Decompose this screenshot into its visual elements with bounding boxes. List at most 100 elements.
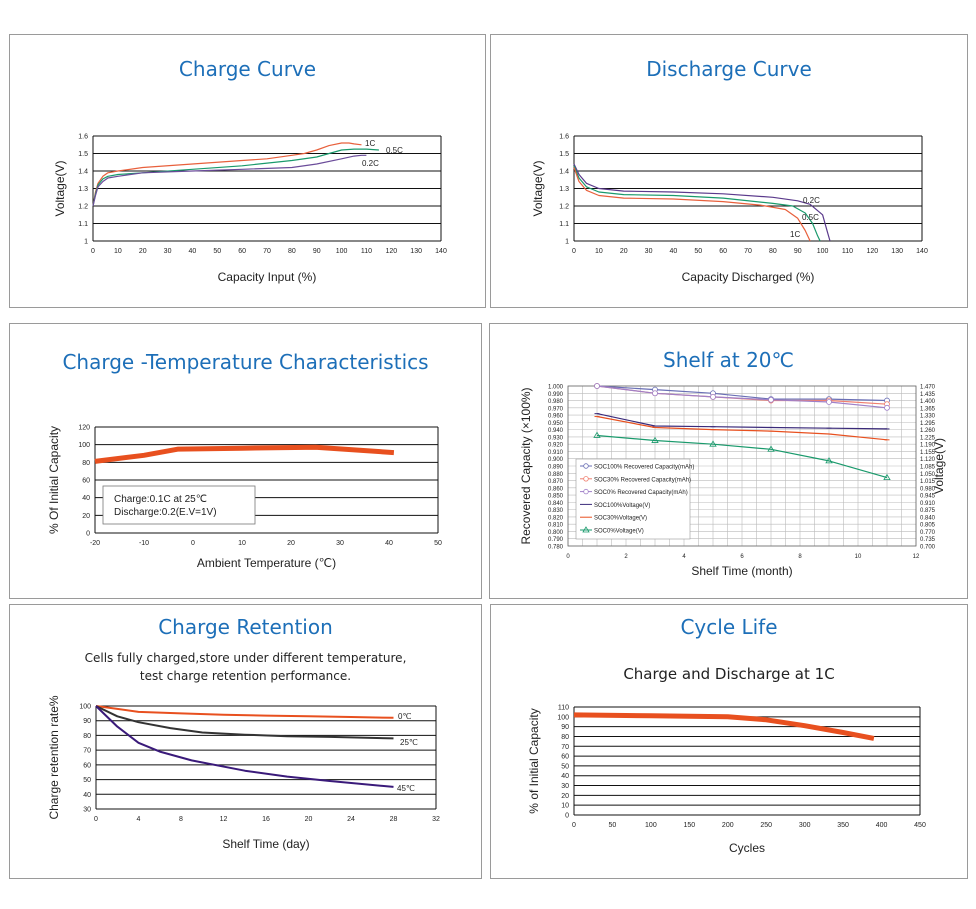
x-tick-label: 6	[740, 554, 744, 560]
x-axis-label: Capacity Input (%)	[218, 270, 317, 284]
y-tick-label: 1.6	[559, 134, 569, 141]
x-tick-label: 90	[313, 248, 321, 255]
x-tick-label: 40	[385, 540, 393, 547]
y-tick-label: 1.1	[559, 221, 569, 228]
cycle-panel: Cycle Life Charge and Discharge at 1C	[490, 604, 968, 879]
x-tick-label: 80	[288, 248, 296, 255]
plot-frame	[567, 385, 917, 547]
y-tick-label: 0.860	[548, 486, 564, 492]
series-line-1	[95, 705, 394, 740]
series-line-2	[573, 167, 811, 242]
y-tick-label: 0.780	[548, 545, 564, 551]
series-line-1	[92, 148, 379, 207]
y-tick-label: 100	[557, 714, 569, 721]
y-tick-label: 0.950	[548, 421, 564, 427]
y-tick-label: 40	[83, 792, 91, 799]
series-line-0	[596, 385, 888, 402]
x-tick-label: 50	[213, 248, 221, 255]
series-line-0	[92, 142, 362, 207]
data-point	[883, 473, 891, 481]
retention-note: Cells fully charged,store under differen…	[10, 649, 481, 685]
y-tick-label: 40	[82, 495, 90, 502]
x-tick-label: 110	[842, 248, 853, 255]
y-tick-label: 0.810	[548, 523, 564, 529]
x-tick-label: 0	[566, 554, 570, 560]
y-tick-label: 60	[82, 478, 90, 485]
retention-panel: Charge Retention Cells fully charged,sto…	[9, 604, 482, 879]
y-tick-label: 30	[561, 783, 569, 790]
y-tick-label: 1.1	[78, 221, 88, 228]
y-tick-label: 100	[79, 704, 91, 711]
y2-tick-label: 0.980	[920, 486, 936, 492]
x-tick-label: 30	[336, 540, 344, 547]
y2-tick-label: 0.875	[920, 508, 936, 514]
y-tick-label: 80	[82, 460, 90, 467]
x-tick-label: 20	[139, 248, 147, 255]
data-point	[768, 396, 774, 403]
y2-tick-label: 1.470	[920, 385, 936, 391]
series-annotation: 0℃	[398, 712, 411, 721]
shelf-panel: Shelf at 20℃	[489, 323, 968, 599]
data-point	[652, 390, 658, 397]
x-tick-label: 70	[744, 248, 752, 255]
y-tick-label: 80	[83, 733, 91, 740]
y-tick-label: 1	[84, 239, 88, 246]
y-tick-label: 120	[78, 425, 90, 432]
x-tick-label: -10	[139, 540, 149, 547]
data-point	[884, 404, 890, 411]
y-tick-label: 1.5	[78, 151, 88, 158]
x-tick-label: 130	[410, 248, 422, 255]
series-annotation: 0.5C	[386, 146, 403, 155]
x-tick-label: 40	[189, 248, 197, 255]
y-tick-label: 0.980	[548, 399, 564, 405]
x-tick-label: 20	[305, 816, 313, 823]
x-tick-label: 30	[164, 248, 172, 255]
y2-tick-label: 0.945	[920, 494, 936, 500]
y2-tick-label: 0.910	[920, 501, 936, 507]
y-tick-label: 0	[565, 813, 569, 820]
x-tick-label: 10	[238, 540, 246, 547]
series-annotation: 25℃	[400, 738, 418, 747]
series-line-2	[95, 705, 394, 788]
y-tick-label: 0.830	[548, 508, 564, 514]
y-tick-label: 0.890	[548, 465, 564, 471]
y-tick-label: 0.840	[548, 501, 564, 507]
y-axis-label: % Of Initial Capacity	[47, 426, 61, 534]
y2-tick-label: 1.295	[920, 421, 936, 427]
legend-text: Charge:0.1C at 25℃	[114, 494, 207, 505]
x-tick-label: 8	[179, 816, 183, 823]
y-tick-label: 0.930	[548, 435, 564, 441]
x-tick-label: 4	[137, 816, 141, 823]
y-tick-label: 0.960	[548, 414, 564, 420]
retention-note-line: test charge retention performance.	[139, 669, 352, 683]
x-tick-label: 400	[876, 822, 888, 829]
data-point	[709, 440, 717, 447]
data-point	[825, 457, 833, 464]
y-tick-label: 1.3	[78, 186, 88, 193]
x-tick-label: 2	[624, 554, 628, 560]
data-point	[767, 445, 775, 452]
y-tick-label: 10	[561, 803, 569, 810]
cycle-title: Cycle Life	[680, 615, 778, 639]
data-point	[594, 383, 600, 389]
y2-tick-label: 1.190	[920, 443, 936, 449]
x-tick-label: 0	[91, 248, 95, 255]
series-line-0	[95, 705, 394, 719]
x-tick-label: 350	[837, 822, 849, 829]
y-tick-label: 0.800	[548, 530, 564, 536]
y2-tick-label: 0.805	[920, 523, 936, 529]
y-tick-label: 90	[561, 724, 569, 731]
y-axis-label: % of Initial Capacity	[527, 708, 541, 813]
y2-tick-label: 1.015	[920, 479, 936, 485]
y-tick-label: 1.6	[78, 134, 88, 141]
y-tick-label: 0.900	[548, 457, 564, 463]
x-tick-label: 0	[191, 540, 195, 547]
x-tick-label: 60	[719, 248, 727, 255]
series-line-2	[596, 385, 888, 409]
legend-label: SOC30%Voltage(V)	[594, 516, 647, 522]
x-tick-label: 50	[434, 540, 442, 547]
shelf-title: Shelf at 20℃	[663, 348, 794, 372]
y2-tick-label: 1.330	[920, 414, 936, 420]
legend-marker	[583, 476, 589, 482]
y-tick-label: 1.2	[78, 204, 88, 211]
